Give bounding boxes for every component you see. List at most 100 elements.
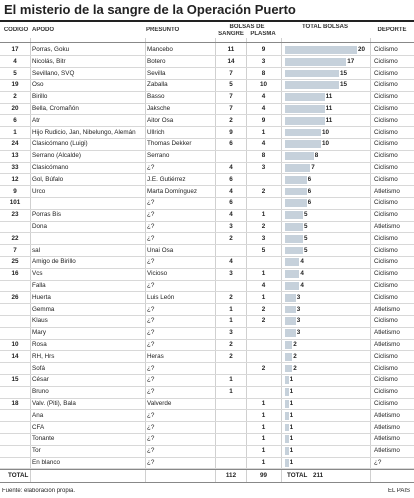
sangre: 1 [229, 305, 233, 313]
total: 4 [300, 270, 304, 278]
deporte: Ciclismo [374, 282, 398, 289]
alias: Bruno [32, 388, 49, 396]
deporte: Ciclismo [374, 293, 398, 301]
presunto: Jaksche [147, 105, 171, 112]
total: 6 [307, 175, 312, 183]
plasma: 3 [261, 164, 266, 171]
plasma: 1 [261, 400, 266, 407]
presunto: Thomas Dekker [147, 140, 192, 148]
presunto: Marta Domínguez [147, 187, 198, 195]
sangre: 1 [229, 388, 233, 396]
total-bar [285, 57, 347, 66]
column-rule [370, 38, 371, 483]
presunto: ¿? [147, 223, 155, 230]
header: TOTAL BOLSAS [301, 24, 348, 30]
row-rule [0, 232, 414, 234]
plasma: 2 [261, 187, 266, 195]
deporte: Ciclismo [374, 152, 398, 160]
presunto: Botero [147, 57, 166, 65]
row-rule [0, 67, 414, 69]
row-rule [0, 279, 414, 281]
deporte: Ciclismo [374, 400, 398, 407]
row-rule [0, 409, 414, 411]
row-rule [0, 444, 414, 446]
total: 2 [293, 364, 297, 372]
rule [0, 20, 414, 22]
total-bar [285, 293, 296, 302]
deporte: Ciclismo [374, 164, 398, 171]
total: 6 [307, 187, 312, 195]
total-bar [285, 423, 289, 432]
deporte: Ciclismo [374, 93, 398, 101]
presunto: Basso [147, 93, 165, 101]
total-bar [285, 282, 300, 290]
total: 4 [300, 282, 304, 289]
total: 5 [304, 246, 308, 254]
plasma: 3 [261, 234, 266, 242]
sangre: 6 [229, 140, 233, 148]
row-rule [0, 149, 414, 151]
presunto: ¿? [147, 388, 155, 396]
row-rule [0, 185, 414, 187]
total: 17 [347, 57, 355, 65]
presunto: ¿? [147, 447, 155, 455]
presunto: Serrano [147, 152, 170, 160]
total: 15 [340, 69, 348, 77]
row-rule [0, 432, 414, 434]
presunto: Sevilla [147, 69, 166, 77]
alias: Sevillano, SVQ [32, 69, 75, 77]
row-rule [0, 373, 414, 375]
total: 8 [314, 152, 319, 160]
presunto: Valverde [147, 400, 172, 407]
row-rule [0, 102, 414, 104]
row-rule [0, 55, 414, 57]
total-bar [285, 364, 293, 373]
presunto: ¿? [147, 329, 155, 337]
alias: RH, Hrs [32, 352, 55, 360]
row-rule [0, 173, 414, 175]
total-bar [285, 164, 311, 172]
sangre: 4 [229, 258, 233, 266]
code: 26 [11, 293, 19, 301]
row-rule [0, 291, 414, 293]
plasma: 2 [261, 305, 266, 313]
code: 10 [11, 341, 19, 348]
alias: Tonante [32, 435, 55, 443]
total: 2 [293, 352, 297, 360]
row-rule [0, 220, 414, 222]
code: 14 [11, 352, 19, 360]
plasma: 3 [261, 57, 266, 65]
total: 3 [296, 329, 301, 337]
plasma: 4 [261, 140, 266, 148]
sangre: 2 [229, 234, 233, 242]
column-rule [30, 38, 31, 483]
row-rule [0, 126, 414, 128]
row-rule [0, 385, 414, 387]
code: 101 [9, 199, 21, 207]
row-rule [0, 456, 414, 458]
total-bar [285, 105, 325, 113]
deporte: Ciclismo [374, 140, 398, 148]
plasma: 8 [261, 152, 266, 160]
total-bar [285, 400, 289, 408]
deporte: Ciclismo [374, 352, 398, 360]
alias: Amigo de Birillo [32, 258, 76, 266]
deporte: Atletismo [374, 423, 400, 431]
row-rule [0, 161, 414, 163]
plasma: 4 [261, 93, 266, 101]
alias: César [32, 376, 49, 384]
total-label: TOTAL [8, 471, 29, 479]
alias: Hijo Rudicio, Jan, Nibelungo, Alemán [32, 128, 136, 136]
total-bar [285, 187, 307, 196]
sangre: 3 [229, 270, 233, 278]
deporte: Ciclismo [374, 388, 398, 396]
total-bar [285, 246, 303, 255]
alias: Oso [32, 81, 44, 89]
code: 17 [11, 46, 19, 53]
total: 7 [311, 164, 315, 171]
total: 11 [325, 116, 333, 124]
row-rule [0, 314, 414, 316]
plasma: 1 [261, 293, 266, 301]
alias: Tor [32, 447, 41, 455]
presunto: Unai Osa [147, 246, 174, 254]
